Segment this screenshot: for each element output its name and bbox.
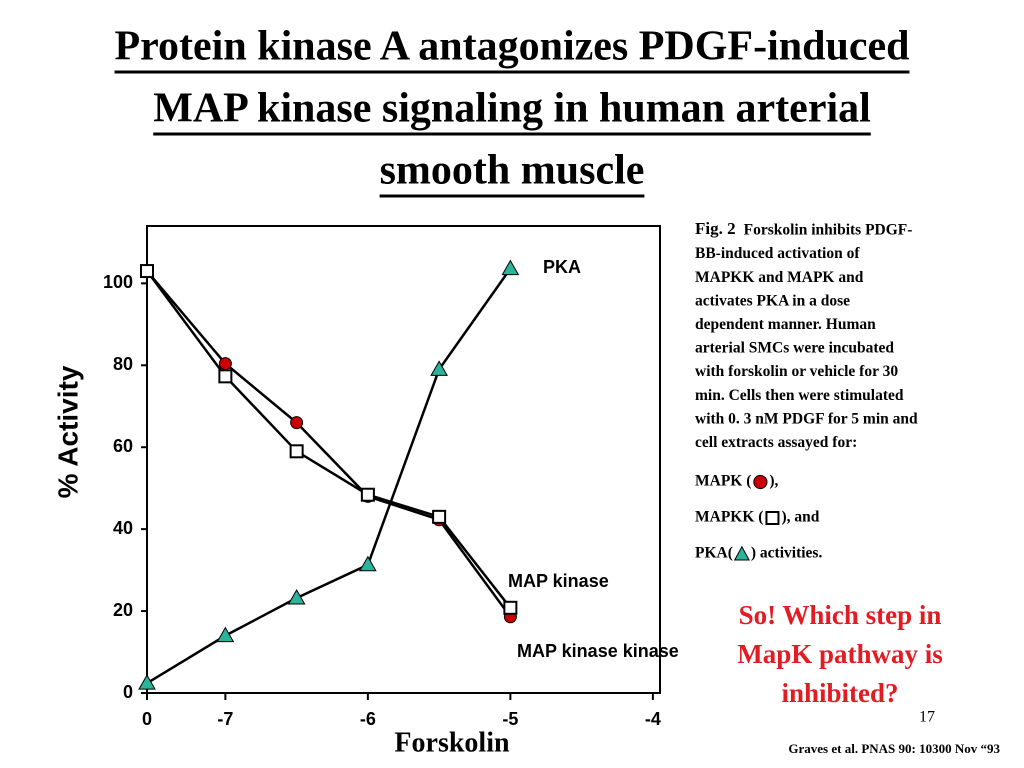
point bbox=[359, 555, 377, 572]
caption-line: Forskolin inhibits PDGF- bbox=[744, 222, 913, 239]
plot-area: 0 20 40 60 80 100 0 -7 -6 -5 -4 Forskolin % Activity… bbox=[52, 225, 679, 758]
x-tick-label: -5 bbox=[502, 709, 518, 729]
question: So! Which step in bbox=[739, 600, 942, 630]
point bbox=[287, 588, 306, 605]
caption-line: with forskolin or vehicle for 30 bbox=[695, 363, 898, 380]
caption-line: with 0. 3 nM PDGF for 5 min and bbox=[695, 410, 918, 427]
question: MapK pathway is bbox=[737, 639, 943, 669]
x-tick-label: -7 bbox=[217, 709, 233, 729]
point bbox=[430, 360, 448, 376]
series-line bbox=[146, 267, 512, 685]
point bbox=[503, 600, 518, 615]
marker-icon bbox=[753, 474, 768, 490]
caption-line: arterial SMCs were incubated bbox=[695, 340, 894, 357]
series-line bbox=[145, 270, 512, 609]
key-text: MAPKK ( bbox=[695, 509, 763, 526]
key-text: MAPK ( bbox=[695, 473, 751, 490]
x-axis-label: Forskolin bbox=[394, 727, 510, 758]
series-line bbox=[146, 270, 512, 618]
point bbox=[138, 674, 156, 690]
slide-title: Protein kinase A antagonizes PDGF-induce… bbox=[115, 24, 910, 70]
caption-line: BB-induced activation of bbox=[695, 245, 860, 262]
y-tick-label: 0 bbox=[123, 682, 133, 702]
point bbox=[432, 509, 447, 524]
point bbox=[289, 444, 304, 459]
slide-title: MAP kinase signaling in human arterial bbox=[153, 86, 871, 132]
y-tick-label: 60 bbox=[113, 436, 133, 456]
y-tick-label: 80 bbox=[113, 354, 133, 374]
y-tick-label: 20 bbox=[113, 600, 133, 620]
key-text: ), bbox=[769, 473, 778, 490]
fig-label: Fig. 2 bbox=[695, 219, 736, 238]
slide-title: smooth muscle bbox=[380, 148, 645, 194]
citation: Graves et al. PNAS 90: 10300 Nov “93 bbox=[788, 741, 1000, 756]
x-tick-label: -6 bbox=[360, 709, 376, 729]
point bbox=[290, 416, 304, 430]
plot-frame bbox=[146, 225, 661, 694]
caption-line: min. Cells then were stimulated bbox=[695, 387, 904, 404]
point bbox=[218, 357, 232, 371]
y-axis-label: % Activity bbox=[52, 365, 83, 498]
series-label: PKA bbox=[543, 257, 581, 277]
page-number: 17 bbox=[919, 709, 935, 726]
key-text: ) activities. bbox=[751, 545, 823, 562]
series-label: MAP kinase bbox=[508, 571, 609, 591]
y-tick-label: 100 bbox=[103, 272, 133, 292]
y-tick-label: 40 bbox=[113, 518, 133, 538]
key-text: PKA( bbox=[695, 545, 733, 562]
question: inhibited? bbox=[781, 678, 898, 708]
series-label: MAP kinase kinase bbox=[517, 641, 679, 661]
caption-line: cell extracts assayed for: bbox=[695, 434, 857, 451]
marker-icon bbox=[733, 545, 750, 561]
marker-icon bbox=[765, 511, 780, 525]
point bbox=[360, 487, 375, 502]
x-tick-label: -4 bbox=[645, 709, 661, 729]
caption-line: activates PKA in a dose bbox=[695, 292, 850, 309]
point bbox=[501, 259, 520, 276]
key-text: ), and bbox=[781, 509, 819, 526]
point bbox=[140, 264, 154, 279]
caption-line: MAPKK and MAPK and bbox=[695, 269, 864, 286]
x-tick-label: 0 bbox=[142, 709, 152, 729]
caption-line: dependent manner. Human bbox=[695, 316, 876, 333]
point bbox=[218, 369, 233, 384]
point bbox=[216, 626, 235, 643]
